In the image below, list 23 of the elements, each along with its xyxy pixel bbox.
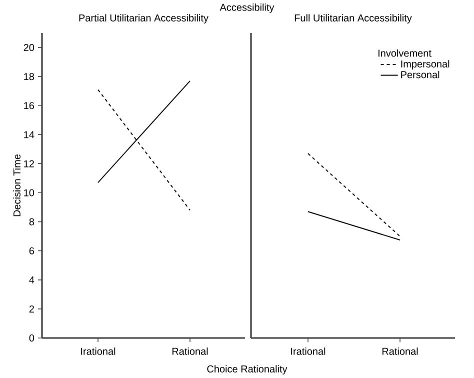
chart-title: Full Utilitarian Accessibility <box>294 14 412 24</box>
legend-label: Impersonal <box>401 60 450 70</box>
x-tick-label: Irational <box>81 348 116 355</box>
y-tick-label: 2 <box>29 305 34 312</box>
y-tick-label: 14 <box>24 131 34 138</box>
y-tick-label: 6 <box>29 247 34 254</box>
y-tick-label: 18 <box>24 73 34 80</box>
legend-title: Involvement <box>378 49 432 57</box>
y-tick-label: 12 <box>24 160 34 168</box>
chart-title: Partial Utilitarian Accessibility <box>79 14 208 24</box>
x-tick-label: Rational <box>172 348 208 355</box>
x-tick-label: Rational <box>382 348 418 355</box>
y-tick-label: 10 <box>24 189 34 196</box>
text: Accessibility <box>220 4 274 13</box>
legend-label: Personal <box>401 70 440 78</box>
x-axis-title: Choice Rationality <box>207 365 288 374</box>
x-tick-label: Irational <box>291 348 326 355</box>
y-tick-label: 20 <box>24 44 34 52</box>
y-tick-label: 16 <box>24 102 34 110</box>
y-tick-label: 0 <box>29 334 34 342</box>
y-tick-label: 4 <box>29 276 34 284</box>
y-tick-label: 8 <box>29 218 34 226</box>
y-axis-title: Decision Time <box>13 154 20 216</box>
